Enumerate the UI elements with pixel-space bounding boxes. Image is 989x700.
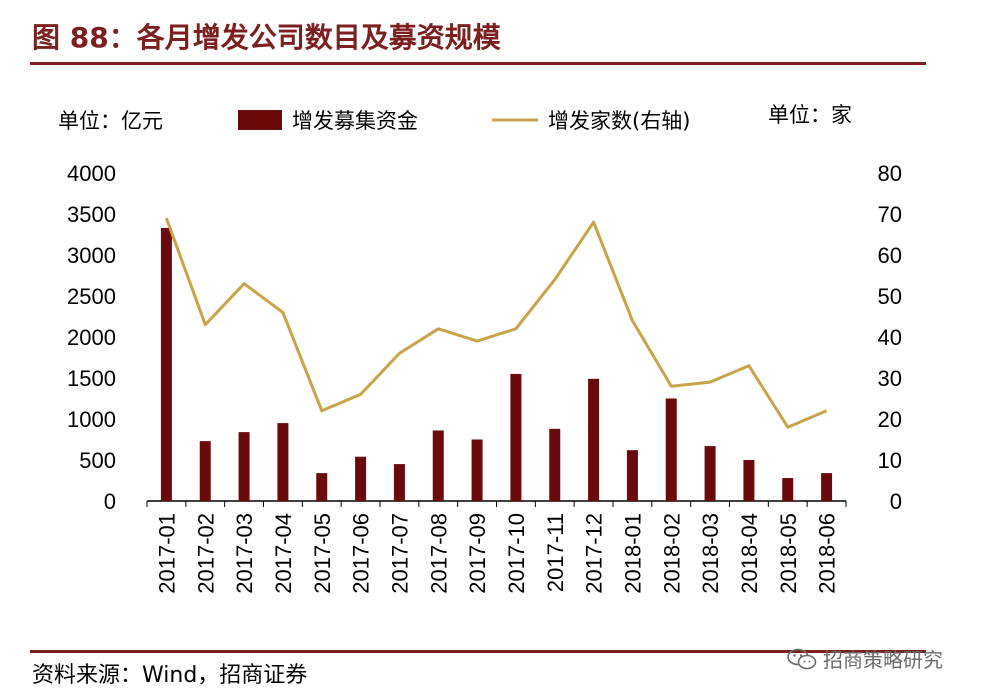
bar [588,378,600,501]
line-path [164,217,828,429]
y-left-tick-label: 0 [104,489,116,514]
legend-bar-label: 增发募集资金 [292,109,418,133]
y-left-tick-label: 1000 [67,407,116,432]
bar [626,450,638,501]
y-left-tick-label: 2000 [67,325,116,350]
wechat-icon [787,648,817,669]
y-left-tick-label: 3000 [67,243,116,268]
y-left-tick-label: 3500 [67,202,116,227]
x-tick-label: 2017-05 [310,513,335,594]
bar [471,439,483,501]
x-tick-label: 2017-08 [426,513,451,594]
y-right-tick-label: 30 [878,366,902,391]
legend-line-label: 增发家数(右轴) [548,109,690,133]
x-tick-label: 2018-06 [815,513,840,594]
legend: 单位：亿元 增发募集资金 增发家数(右轴) 单位：家 [58,103,852,133]
x-tick-label: 2017-10 [504,513,529,594]
y-left-tick-label: 500 [79,448,116,473]
x-tick-label: 2018-04 [737,513,762,594]
bar [510,373,522,501]
bar [743,460,755,501]
x-tick-label: 2017-02 [193,513,218,594]
y-right-tick-label: 40 [878,325,902,350]
y-right-tick-label: 80 [878,161,902,186]
y-right-tick-label: 0 [890,489,902,514]
y-right-tick-label: 70 [878,202,902,227]
bar [355,456,367,501]
bar [199,441,211,501]
x-tick-label: 2018-02 [659,513,684,594]
bar [704,446,716,501]
title-rule [30,62,926,65]
y-right-tick-label: 60 [878,243,902,268]
legend-bar-swatch [238,110,282,130]
y-right-tick-label: 10 [878,448,902,473]
bar [665,398,677,501]
y-right-tick-label: 20 [878,407,902,432]
y-left-tick-label: 1500 [67,366,116,391]
x-tick-label: 2018-05 [776,513,801,594]
x-tick-label: 2018-03 [698,513,723,594]
x-tick-label: 2018-01 [620,513,645,594]
bar [160,227,172,501]
x-tick-label: 2017-09 [465,513,490,594]
x-tick-label: 2017-12 [582,513,607,594]
x-axis-labels: 2017-01 2017-02 2017-03 2017-04 2017-05 2017-… [154,513,839,594]
y-right-tick-label: 50 [878,284,902,309]
x-tick-label: 2017-07 [387,513,412,594]
watermark-text: 招商策略研究 [823,648,943,672]
bar [432,430,444,501]
bar [316,473,328,501]
watermark: 招商策略研究 [787,644,943,673]
axes: 0 500 1000 1500 2000 2500 3000 3500 4000 0 10 20 30 4… [67,161,902,514]
y-left-tick-label: 4000 [67,161,116,186]
bar [821,473,833,501]
left-unit-label: 单位：亿元 [58,109,163,133]
source-note: 资料来源：Wind，招商证券 [32,663,308,688]
x-tick-label: 2017-06 [349,513,374,594]
x-tick-label: 2017-01 [154,513,179,594]
source-rule [30,650,926,653]
y-left-tick-label: 2500 [67,284,116,309]
bar [238,432,250,501]
line-series [164,217,828,429]
x-tick-label: 2017-04 [271,513,296,594]
x-tick-label: 2017-11 [543,513,568,592]
bar [277,423,289,501]
bar [549,428,561,501]
figure-title: 图 88：各月增发公司数目及募资规模 [32,21,501,54]
bar [393,464,405,501]
bar-series [160,227,833,501]
right-unit-label: 单位：家 [768,103,852,127]
bar [782,478,794,501]
x-tick-label: 2017-03 [232,513,257,594]
